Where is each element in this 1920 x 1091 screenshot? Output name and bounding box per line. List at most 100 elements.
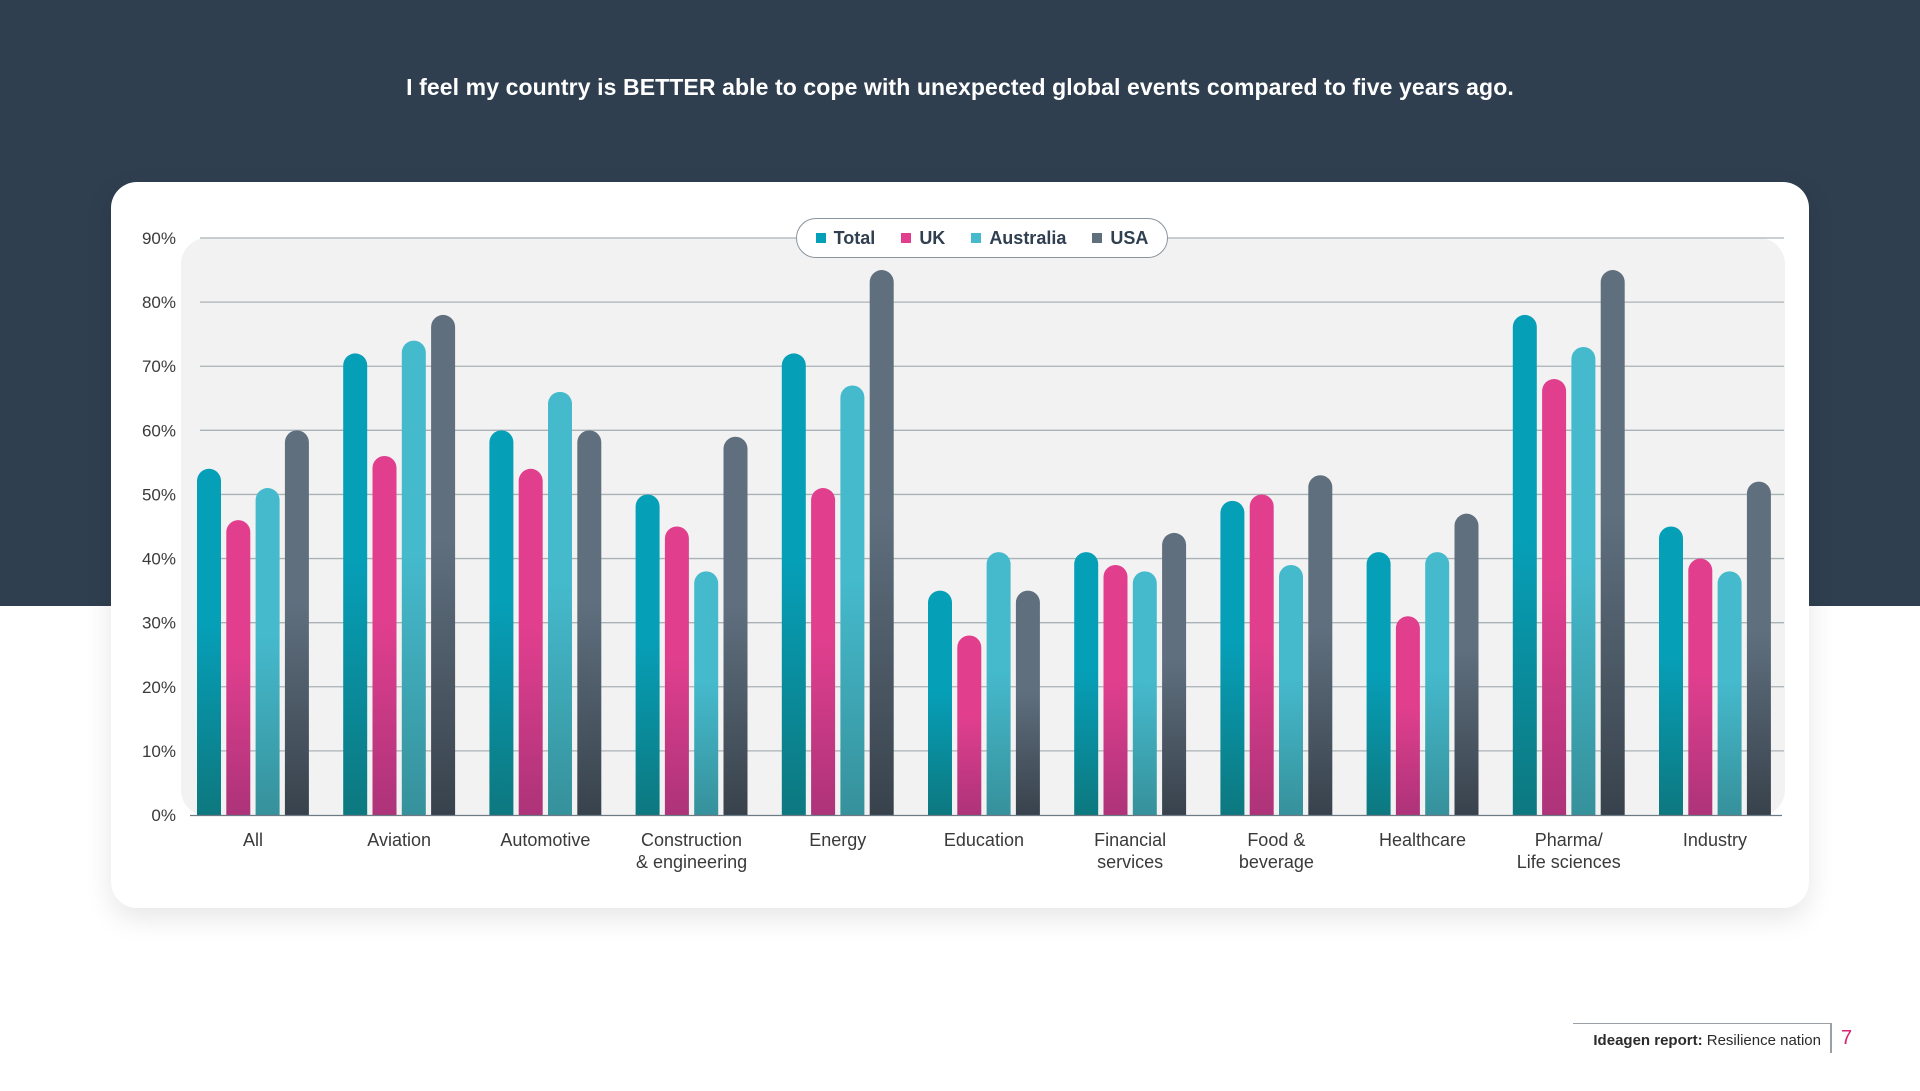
bar-total — [928, 590, 952, 815]
legend-label: USA — [1110, 227, 1149, 248]
bar-usa — [1600, 270, 1625, 815]
legend-swatch — [1092, 233, 1103, 243]
bar-australia — [1717, 571, 1742, 815]
bar-uk — [1688, 558, 1713, 815]
legend-label: Australia — [989, 227, 1067, 248]
x-tick-label: Aviation — [367, 830, 431, 850]
bar-uk — [226, 520, 251, 815]
bar-total — [1659, 526, 1683, 815]
y-tick-label: 30% — [142, 614, 176, 633]
bar-uk — [1249, 494, 1274, 815]
bar-uk — [664, 526, 689, 815]
x-axis-ticks: All Aviation Automotive Construction & engin… — [243, 830, 1747, 872]
y-tick-label: 70% — [142, 357, 176, 376]
bar-group — [489, 391, 602, 815]
bar-group — [1220, 475, 1333, 815]
bar-usa — [869, 270, 894, 815]
bar-uk — [1542, 379, 1567, 815]
y-tick-label: 90% — [142, 229, 176, 248]
bar-uk — [1103, 564, 1128, 815]
bar-australia — [986, 552, 1011, 815]
x-tick-label: Construction & engineering — [636, 830, 747, 872]
y-tick-label: 80% — [142, 293, 176, 312]
bar-total — [1512, 314, 1537, 815]
bar-uk — [957, 635, 982, 815]
bar-australia — [840, 385, 865, 815]
bar-usa — [431, 314, 456, 815]
legend-item-total: Total — [815, 227, 876, 249]
bar-usa — [1308, 475, 1333, 815]
bar-group — [1659, 481, 1771, 815]
bar-usa — [1162, 532, 1187, 815]
y-tick-label: 10% — [142, 742, 176, 761]
bar-australia — [255, 488, 280, 815]
legend-label: UK — [919, 227, 946, 248]
bar-uk — [1395, 616, 1420, 815]
legend: Total UK Australia USA — [796, 218, 1168, 258]
legend-label: Total — [833, 227, 876, 248]
bar-total — [197, 468, 221, 815]
bar-total — [1366, 552, 1391, 815]
bar-usa — [1015, 590, 1040, 815]
legend-swatch — [815, 233, 826, 243]
x-tick-label: Education — [944, 830, 1024, 850]
x-tick-label: Financial services — [1094, 830, 1166, 872]
bar-total — [489, 430, 514, 815]
x-tick-label: Food & beverage — [1239, 830, 1314, 872]
bar-usa — [723, 436, 748, 815]
bar-australia — [694, 571, 719, 815]
bar-australia — [1425, 552, 1450, 815]
y-tick-label: 0% — [151, 806, 176, 825]
bar-usa — [1454, 513, 1479, 815]
legend-item-uk: UK — [901, 228, 945, 249]
bar-australia — [1571, 346, 1596, 815]
bar-total — [1074, 552, 1099, 815]
y-axis-ticks: 0% 10% 20% 30% 40% 50% 60% 70% 80% 90% — [142, 229, 176, 825]
x-tick-label: Industry — [1683, 830, 1747, 850]
bar-total — [343, 353, 368, 815]
bar-usa — [284, 430, 309, 815]
y-tick-label: 20% — [142, 678, 176, 697]
bar-australia — [1279, 564, 1303, 815]
legend-item-usa: USA — [1092, 228, 1148, 249]
footer-divider — [1830, 1023, 1832, 1053]
bar-group — [197, 430, 309, 815]
bar-total — [635, 494, 660, 815]
bar-group — [781, 270, 894, 815]
bar-usa — [577, 430, 602, 815]
bar-group — [1366, 513, 1479, 815]
bar-total — [781, 353, 806, 815]
x-tick-label: Healthcare — [1379, 830, 1466, 850]
bar-total — [1220, 500, 1245, 815]
y-tick-label: 40% — [142, 550, 176, 569]
bar-uk — [811, 488, 836, 815]
bar-group — [343, 314, 456, 815]
footer-subtitle: Resilience nation — [1706, 1032, 1821, 1049]
x-tick-label: Automotive — [500, 830, 590, 850]
bar-group — [1074, 532, 1187, 815]
footer-brand: Ideagen report: — [1593, 1032, 1703, 1049]
legend-item-australia: Australia — [971, 228, 1066, 249]
bar-australia — [1132, 571, 1157, 815]
bars — [190, 270, 1782, 817]
bar-group — [928, 552, 1040, 815]
legend-swatch — [901, 233, 912, 243]
page-number: 7 — [1841, 1027, 1853, 1049]
bar-australia — [548, 391, 572, 815]
page-title: I feel my country is BETTER able to cope… — [406, 74, 1514, 100]
bar-group — [635, 436, 748, 815]
footer: Ideagen report: Resilience nation — [1573, 1023, 1831, 1052]
bar-uk — [518, 468, 543, 815]
y-tick-label: 60% — [142, 421, 176, 440]
x-tick-label: All — [243, 830, 263, 850]
bar-group — [1512, 270, 1625, 815]
footer-report-title: Ideagen report: Resilience nation — [1593, 1032, 1831, 1049]
legend-swatch — [971, 233, 982, 243]
x-tick-label: Energy — [809, 830, 866, 850]
bar-uk — [372, 455, 397, 815]
bar-australia — [401, 340, 426, 815]
x-tick-label: Pharma/Life sciences — [1517, 830, 1621, 872]
bar-usa — [1746, 481, 1771, 815]
y-tick-label: 50% — [142, 485, 176, 504]
